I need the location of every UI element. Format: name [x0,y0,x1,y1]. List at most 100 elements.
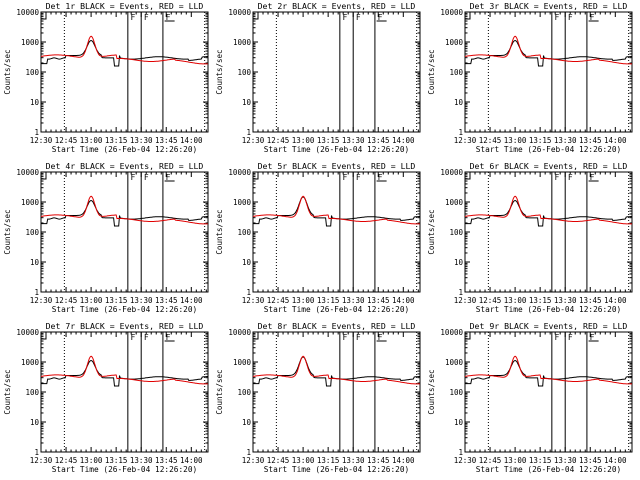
x-tick-label: 13:15 [317,456,340,465]
chart-title: Det 1r BLACK = Events, RED = LLD [46,1,204,11]
x-axis-label: Start Time (26-Feb-04 12:26:20) [476,465,622,474]
y-tick-label: 10 [454,98,464,107]
x-tick-label: 13:15 [317,296,340,305]
y-tick-label: 10000 [440,168,463,177]
x-tick-label: 12:30 [242,456,265,465]
y-tick-label: 10 [242,98,252,107]
y-axis-label: Counts/sec [3,369,12,414]
series-lld-line [464,35,632,65]
y-tick-label: 10000 [228,328,251,337]
x-tick-label: 13:15 [529,456,552,465]
x-axis-label: Start Time (26-Feb-04 12:26:20) [52,305,198,314]
y-axis-label: Counts/sec [427,209,436,254]
attenuator-flag: F [568,173,573,182]
y-tick-label: 10000 [16,168,39,177]
x-tick-label: 13:00 [292,456,315,465]
gap-marker [41,14,47,20]
x-tick-label: 13:15 [105,296,128,305]
x-tick-label: 14:00 [604,456,627,465]
plot-frame [40,171,209,293]
y-tick-label: 1000 [21,198,40,207]
series-lld-line [252,355,420,385]
y-tick-label: 1 [34,448,39,457]
x-tick-label: 14:00 [604,136,627,145]
y-tick-label: 10000 [228,8,251,17]
attenuator-flag: F [378,173,383,182]
y-axis-label: Counts/sec [215,209,224,254]
y-axis-label: Counts/sec [215,369,224,414]
x-tick-label: 14:00 [392,296,415,305]
attenuator-flag: F [144,333,149,342]
x-tick-label: 13:30 [130,296,153,305]
attenuator-flag: F [378,13,383,22]
x-tick-label: 13:15 [105,136,128,145]
attenuator-flag: F [343,173,348,182]
y-tick-label: 100 [449,68,463,77]
chart-title: Det 9r BLACK = Events, RED = LLD [470,321,628,331]
y-tick-label: 1000 [21,38,40,47]
y-tick-label: 1000 [233,198,252,207]
x-tick-label: 13:15 [317,136,340,145]
y-tick-label: 1000 [445,358,464,367]
y-tick-label: 1 [246,128,251,137]
series-events-line [465,199,632,227]
y-tick-label: 1 [246,448,251,457]
x-tick-label: 13:45 [579,136,602,145]
y-tick-label: 10 [30,258,40,267]
chart-title: Det 6r BLACK = Events, RED = LLD [470,161,628,171]
x-tick-label: 12:45 [55,136,78,145]
chart-panel: Det 2r BLACK = Events, RED = LLD 1 10 100 10… [215,1,421,154]
x-axis-label: Start Time (26-Feb-04 12:26:20) [476,145,622,154]
attenuator-flag: F [144,13,149,22]
y-tick-label: 10 [454,418,464,427]
series-events-line [253,196,420,227]
x-tick-label: 13:00 [80,136,103,145]
y-tick-label: 100 [25,68,39,77]
x-tick-label: 13:15 [529,136,552,145]
y-tick-label: 100 [25,388,39,397]
y-tick-label: 10000 [440,328,463,337]
attenuator-flag: F [356,13,361,22]
x-tick-label: 13:45 [579,296,602,305]
attenuator-flag: F [356,173,361,182]
x-tick-label: 12:30 [242,136,265,145]
attenuator-flag: F [568,333,573,342]
y-tick-label: 10 [30,418,40,427]
attenuator-flag: F [555,333,560,342]
x-tick-label: 12:45 [55,296,78,305]
gap-marker [465,334,471,340]
x-axis-label: Start Time (26-Feb-04 12:26:20) [52,145,198,154]
series-events-line [253,356,420,387]
y-axis-label: Counts/sec [3,209,12,254]
y-tick-label: 10000 [16,8,39,17]
x-tick-label: 12:30 [454,296,477,305]
gap-marker [41,334,47,340]
x-tick-label: 13:00 [292,136,315,145]
y-tick-label: 1 [458,128,463,137]
y-tick-label: 100 [237,228,251,237]
attenuator-flag: F [568,13,573,22]
x-tick-label: 14:00 [180,296,203,305]
attenuator-flag: F [131,13,136,22]
x-tick-label: 13:00 [504,136,527,145]
y-tick-label: 100 [237,388,251,397]
series-events-line [41,39,208,67]
attenuator-flag: F [555,173,560,182]
x-tick-label: 13:00 [80,296,103,305]
series-lld-line [40,355,208,385]
x-tick-label: 13:45 [367,136,390,145]
y-tick-label: 1000 [233,358,252,367]
plot-frame [40,331,209,453]
x-axis-label: Start Time (26-Feb-04 12:26:20) [264,305,410,314]
x-axis-label: Start Time (26-Feb-04 12:26:20) [476,305,622,314]
x-tick-label: 12:45 [479,456,502,465]
chart-title: Det 7r BLACK = Events, RED = LLD [46,321,204,331]
x-tick-label: 13:00 [504,456,527,465]
x-tick-label: 13:45 [155,136,178,145]
attenuator-flag: F [343,13,348,22]
y-tick-label: 1000 [445,198,464,207]
gap-marker [253,334,259,340]
x-tick-label: 12:45 [479,296,502,305]
x-tick-label: 12:30 [30,136,53,145]
y-tick-label: 1000 [21,358,40,367]
